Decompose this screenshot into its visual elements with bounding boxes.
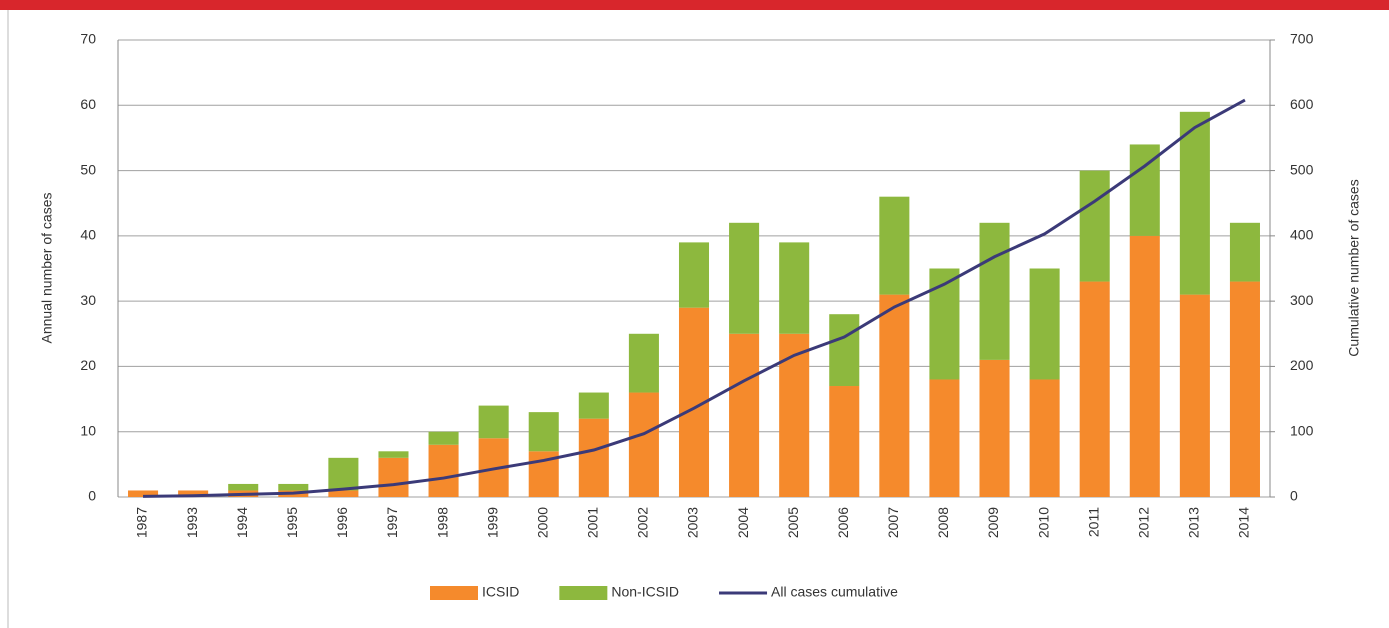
x-tick-label: 2006 [835, 507, 851, 538]
x-tick-label: 1998 [434, 507, 450, 538]
bar-segment [1129, 235, 1160, 497]
y2-tick-label: 100 [1290, 422, 1314, 438]
bar-segment [478, 405, 509, 439]
y-tick-label: 20 [80, 357, 96, 373]
x-tick-label: 1987 [134, 507, 150, 538]
y-axis-label: Annual number of cases [39, 193, 55, 344]
y2-axis-label: Cumulative number of cases [1346, 179, 1362, 356]
legend-swatch [430, 586, 478, 600]
y2-tick-label: 400 [1290, 227, 1314, 243]
x-tick-label: 2010 [1035, 507, 1051, 538]
x-tick-label: 1995 [284, 507, 300, 538]
bar-segment [779, 242, 810, 334]
y2-tick-label: 300 [1290, 292, 1314, 308]
bar-segment [128, 490, 159, 497]
x-tick-label: 2012 [1135, 507, 1151, 538]
x-tick-label: 2013 [1186, 507, 1202, 538]
x-tick-label: 2007 [885, 507, 901, 538]
bar-segment [929, 268, 960, 380]
bar-segment [979, 359, 1010, 497]
legend-label: All cases cumulative [771, 584, 898, 600]
bar-segment [729, 222, 760, 334]
y-tick-label: 30 [80, 292, 96, 308]
y-tick-label: 70 [80, 31, 96, 47]
bar-segment [428, 444, 459, 497]
y-tick-label: 50 [80, 161, 96, 177]
bar-segment [1229, 281, 1260, 497]
x-tick-label: 2008 [935, 507, 951, 538]
y2-tick-label: 0 [1290, 488, 1298, 504]
legend-label: Non-ICSID [611, 584, 679, 600]
bar-segment [378, 451, 409, 458]
bar-segment [879, 196, 910, 295]
bar-segment [829, 314, 860, 387]
y-tick-label: 10 [80, 422, 96, 438]
y2-tick-label: 500 [1290, 161, 1314, 177]
bar-segment [628, 333, 659, 393]
x-tick-label: 1996 [334, 507, 350, 538]
x-tick-label: 2001 [585, 507, 601, 538]
bar-segment [1029, 268, 1060, 380]
bar-segment [378, 457, 409, 497]
x-tick-label: 2004 [735, 507, 751, 538]
bar-segment [528, 412, 559, 452]
y2-tick-label: 700 [1290, 31, 1314, 47]
bar-segment [578, 392, 609, 419]
x-tick-label: 1993 [184, 507, 200, 538]
y-tick-label: 60 [80, 96, 96, 112]
bar-segment [628, 392, 659, 497]
x-tick-label: 2000 [534, 507, 550, 538]
bar-segment [278, 483, 309, 491]
cumulative-line [143, 98, 1246, 498]
legend-swatch [559, 586, 608, 600]
top-bar [0, 0, 1389, 10]
x-tick-label: 2009 [985, 507, 1001, 538]
bar-segment [178, 490, 209, 497]
bar-segment [428, 431, 459, 445]
x-tick-label: 2014 [1236, 507, 1252, 538]
bar-segment [1179, 111, 1210, 295]
bar-segment [1029, 379, 1060, 497]
x-tick-label: 2003 [685, 507, 701, 538]
bar-segment [979, 222, 1010, 360]
bar-segment [729, 333, 760, 497]
bar-segment [1079, 281, 1110, 497]
bar-segment [779, 333, 810, 497]
x-tick-label: 1999 [484, 507, 500, 538]
bar-segment [829, 386, 860, 497]
y-tick-label: 0 [88, 488, 96, 504]
x-tick-label: 1994 [234, 507, 250, 538]
bar-segment [228, 483, 259, 491]
y2-tick-label: 200 [1290, 357, 1314, 373]
bar-segment [328, 490, 359, 497]
y-tick-label: 40 [80, 227, 96, 243]
bar-segment [1079, 170, 1110, 282]
bar-segment [678, 242, 710, 308]
x-tick-label: 1997 [384, 507, 400, 538]
x-tick-label: 2011 [1085, 507, 1101, 537]
legend-label: ICSID [482, 584, 519, 600]
bar-segment [578, 418, 609, 497]
bar-segment [879, 294, 910, 497]
y2-tick-label: 600 [1290, 96, 1314, 112]
x-tick-label: 2005 [785, 507, 801, 538]
bar-segment [1179, 294, 1210, 497]
bar-segment [328, 457, 359, 491]
bar-segment [1229, 222, 1260, 282]
bar-segment [929, 379, 960, 497]
x-tick-label: 2002 [635, 507, 651, 538]
